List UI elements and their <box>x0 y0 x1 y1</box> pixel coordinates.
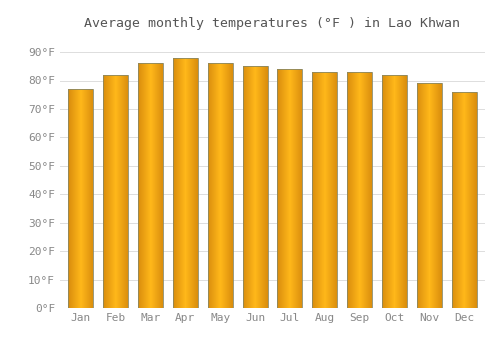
Bar <box>138 63 163 308</box>
Bar <box>312 72 338 308</box>
Bar <box>278 69 302 308</box>
Bar <box>382 75 407 308</box>
Bar <box>416 83 442 308</box>
Title: Average monthly temperatures (°F ) in Lao Khwan: Average monthly temperatures (°F ) in La… <box>84 17 460 30</box>
Bar <box>242 66 268 308</box>
Bar <box>208 63 233 308</box>
Bar <box>452 92 476 308</box>
Bar <box>103 75 128 308</box>
Bar <box>347 72 372 308</box>
Bar <box>68 89 94 308</box>
Bar <box>173 58 198 308</box>
